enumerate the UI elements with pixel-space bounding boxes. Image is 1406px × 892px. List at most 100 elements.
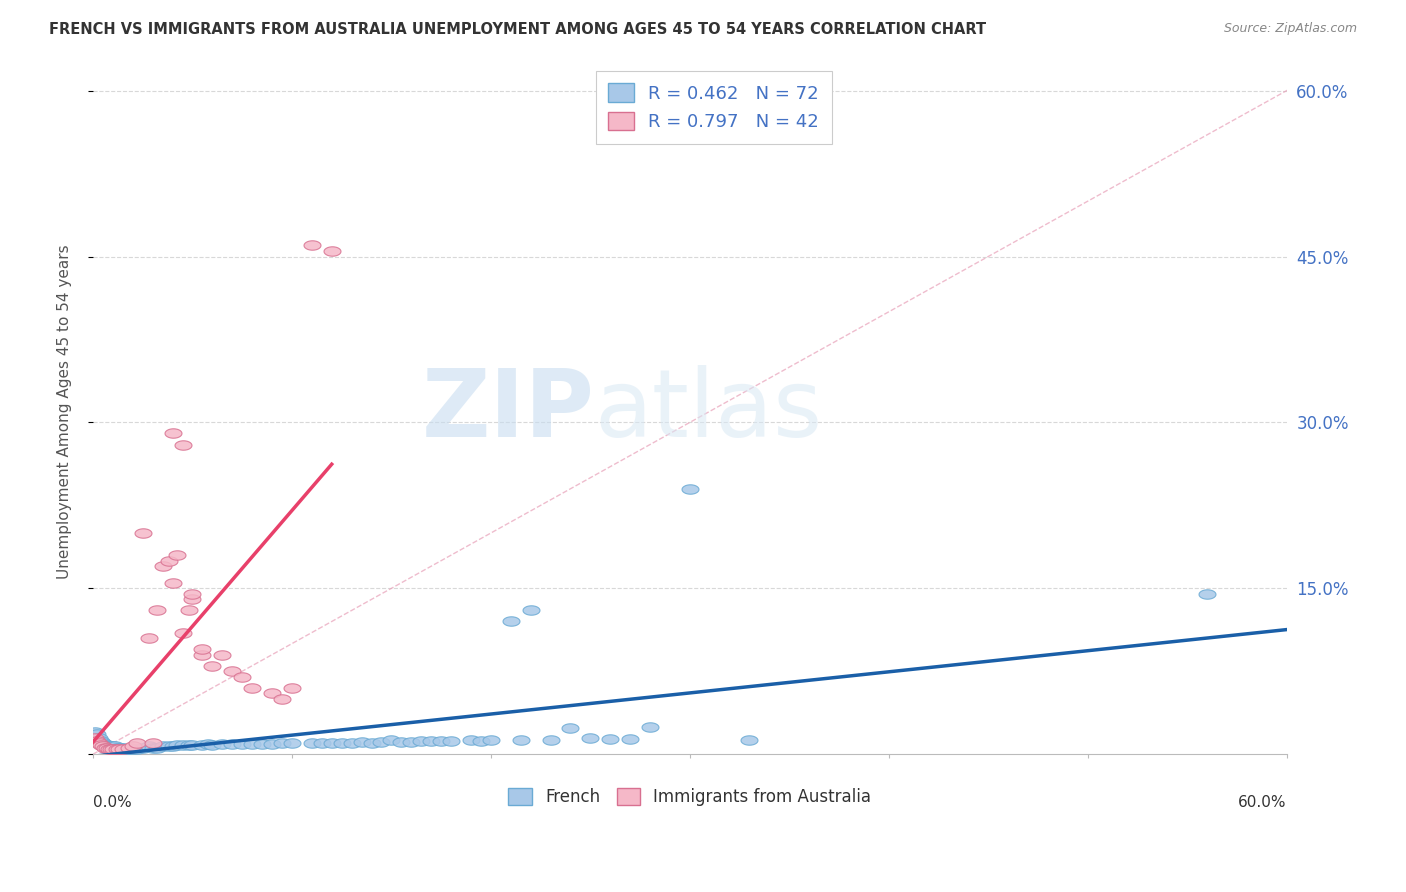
Point: [111, 741, 134, 756]
Point: [152, 559, 174, 574]
Point: [231, 670, 253, 684]
Point: [340, 736, 363, 750]
Point: [440, 734, 463, 748]
Point: [191, 648, 214, 662]
Point: [211, 648, 233, 662]
Text: 60.0%: 60.0%: [1239, 796, 1286, 810]
Point: [138, 739, 160, 754]
Y-axis label: Unemployment Among Ages 45 to 54 years: Unemployment Among Ages 45 to 54 years: [58, 244, 72, 579]
Point: [172, 437, 194, 451]
Point: [191, 642, 214, 657]
Point: [177, 603, 200, 617]
Point: [301, 238, 323, 252]
Point: [221, 665, 243, 679]
Point: [177, 739, 200, 753]
Point: [181, 587, 204, 601]
Point: [260, 737, 283, 751]
Point: [84, 731, 107, 745]
Point: [138, 631, 160, 645]
Point: [91, 739, 114, 754]
Point: [94, 739, 117, 753]
Point: [738, 732, 761, 747]
Point: [540, 732, 562, 747]
Point: [145, 603, 167, 617]
Point: [260, 686, 283, 700]
Text: 0.0%: 0.0%: [93, 796, 132, 810]
Point: [181, 739, 204, 753]
Point: [105, 740, 128, 755]
Point: [560, 721, 582, 735]
Point: [380, 732, 402, 747]
Point: [162, 426, 184, 441]
Point: [145, 740, 167, 755]
Point: [370, 735, 392, 749]
Point: [132, 740, 155, 755]
Point: [321, 736, 343, 750]
Point: [519, 603, 541, 617]
Point: [211, 737, 233, 751]
Point: [166, 739, 188, 753]
Point: [118, 740, 141, 755]
Point: [142, 740, 165, 755]
Point: [389, 735, 412, 749]
Point: [191, 739, 214, 753]
Point: [599, 731, 621, 746]
Point: [125, 741, 148, 756]
Text: atlas: atlas: [595, 366, 823, 458]
Point: [321, 244, 343, 258]
Point: [271, 736, 294, 750]
Point: [111, 740, 134, 755]
Point: [91, 736, 114, 750]
Point: [108, 740, 131, 755]
Point: [96, 739, 118, 753]
Point: [271, 692, 294, 706]
Point: [201, 739, 224, 753]
Point: [221, 737, 243, 751]
Point: [250, 737, 273, 751]
Point: [470, 734, 492, 748]
Point: [401, 735, 423, 749]
Point: [121, 741, 143, 756]
Point: [101, 739, 124, 754]
Point: [97, 741, 120, 756]
Point: [460, 732, 482, 747]
Point: [110, 740, 132, 755]
Point: [157, 554, 180, 568]
Point: [90, 739, 112, 753]
Point: [121, 739, 143, 754]
Point: [579, 731, 602, 745]
Point: [115, 741, 138, 756]
Point: [1195, 587, 1218, 601]
Point: [162, 739, 184, 754]
Point: [114, 741, 136, 756]
Point: [96, 740, 118, 755]
Point: [157, 739, 180, 754]
Point: [240, 681, 263, 695]
Point: [509, 732, 531, 747]
Text: Source: ZipAtlas.com: Source: ZipAtlas.com: [1223, 22, 1357, 36]
Point: [105, 741, 128, 756]
Point: [330, 736, 353, 750]
Point: [104, 739, 127, 754]
Point: [100, 739, 122, 754]
Point: [86, 727, 108, 741]
Point: [94, 740, 117, 755]
Point: [638, 720, 661, 734]
Point: [281, 681, 304, 695]
Point: [420, 734, 443, 748]
Legend: French, Immigrants from Australia: French, Immigrants from Australia: [501, 780, 880, 814]
Point: [231, 737, 253, 751]
Point: [142, 736, 165, 750]
Point: [197, 737, 219, 751]
Point: [101, 741, 124, 756]
Point: [301, 736, 323, 750]
Point: [499, 615, 522, 629]
Point: [430, 734, 453, 748]
Point: [679, 482, 702, 496]
Point: [311, 736, 333, 750]
Point: [411, 734, 433, 748]
Point: [97, 739, 120, 754]
Text: ZIP: ZIP: [422, 366, 595, 458]
Point: [87, 736, 110, 750]
Point: [108, 741, 131, 756]
